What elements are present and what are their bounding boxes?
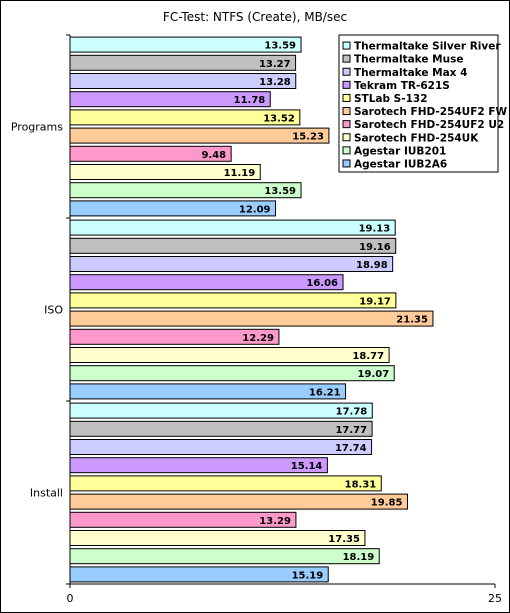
legend-swatch	[342, 146, 351, 155]
data-label: 11.78	[234, 95, 266, 106]
data-label: 13.59	[264, 186, 296, 197]
data-label: 12.29	[242, 333, 274, 344]
bar	[69, 292, 397, 309]
data-label: 17.74	[335, 443, 367, 454]
bar	[69, 493, 408, 510]
bar	[69, 383, 347, 400]
bar	[69, 200, 277, 217]
data-label: 17.35	[328, 534, 360, 545]
legend-label: Agestar IUB201	[354, 145, 446, 157]
legend-swatch	[342, 41, 351, 50]
legend-label: Thermaltake Silver River	[354, 41, 501, 53]
legend-label: Thermaltake Max 4	[354, 67, 467, 79]
bar	[69, 182, 302, 199]
legend-label: STLab S-132	[354, 93, 428, 105]
bar	[69, 36, 302, 53]
bar	[69, 548, 380, 565]
plot-area: Programs ISO Install 0 25 13.59 13.27 13.28 11.7…	[11, 34, 502, 605]
legend-swatch	[342, 93, 351, 102]
data-label: 19.13	[359, 224, 391, 235]
x-tick-label: 0	[67, 592, 74, 605]
data-label: 19.07	[358, 369, 390, 380]
bar	[69, 511, 297, 528]
legend-label: Agestar IUB2A6	[354, 158, 447, 170]
data-label: 15.14	[291, 461, 323, 472]
bar	[69, 219, 396, 236]
bar	[69, 109, 301, 126]
data-label: 13.52	[263, 113, 295, 124]
bar	[69, 73, 297, 89]
legend-label: Sarotech FHD-254UK	[354, 132, 479, 144]
bar	[69, 402, 373, 419]
legend-swatch	[342, 107, 351, 116]
bar	[69, 256, 394, 272]
bar	[69, 54, 297, 71]
data-label: 13.59	[264, 41, 296, 52]
data-label: 18.19	[343, 552, 375, 563]
bar	[69, 237, 397, 254]
legend-label: Thermaltake Muse	[354, 54, 463, 66]
data-label: 15.23	[292, 132, 324, 143]
data-label: 18.77	[352, 351, 384, 362]
bar	[69, 475, 382, 492]
legend-box	[338, 34, 499, 173]
data-label: 13.27	[259, 59, 291, 70]
bar	[69, 328, 280, 345]
data-label: 12.09	[239, 204, 271, 215]
legend-swatch	[342, 133, 351, 142]
data-label: 16.21	[309, 387, 341, 398]
legend-label: Sarotech FHD-254UF2 FW	[354, 106, 508, 118]
legend-swatch	[342, 80, 351, 89]
bar	[69, 365, 395, 382]
data-label: 11.19	[224, 168, 256, 179]
bar	[69, 127, 330, 144]
chart-title: FC-Test: NTFS (Create), MB/sec	[163, 10, 347, 24]
bar	[69, 164, 261, 180]
data-label: 19.85	[371, 498, 403, 509]
legend-label: Sarotech FHD-254UF2 U2	[354, 119, 504, 131]
bar	[69, 439, 373, 455]
legend-label: Tekram TR-621S	[354, 80, 450, 92]
data-label: 15.19	[292, 570, 324, 581]
bar	[69, 274, 344, 291]
bar	[69, 457, 328, 474]
legend-swatch	[342, 120, 351, 129]
x-tick-label: 25	[488, 592, 502, 605]
legend-swatch	[342, 159, 351, 168]
data-label: 19.16	[359, 242, 391, 253]
category-label: ISO	[44, 304, 63, 317]
bar	[69, 91, 271, 108]
bar	[69, 530, 366, 546]
data-label: 17.77	[335, 425, 367, 436]
data-label: 18.31	[345, 479, 377, 490]
data-label: 16.06	[306, 278, 338, 289]
category-label: Install	[30, 487, 63, 500]
data-label: 17.78	[336, 407, 368, 418]
data-label: 13.29	[259, 516, 291, 527]
data-label: 18.98	[356, 260, 388, 271]
bar	[69, 310, 434, 327]
data-label: 21.35	[396, 315, 428, 326]
category-label: Programs	[11, 121, 63, 134]
bar	[69, 347, 390, 363]
legend-swatch	[342, 67, 351, 76]
bar	[69, 145, 232, 162]
bar	[69, 420, 373, 437]
bar	[69, 566, 329, 583]
legend-swatch	[342, 54, 351, 63]
data-label: 13.28	[259, 77, 291, 88]
data-label: 19.17	[359, 296, 391, 307]
data-label: 9.48	[201, 150, 226, 161]
